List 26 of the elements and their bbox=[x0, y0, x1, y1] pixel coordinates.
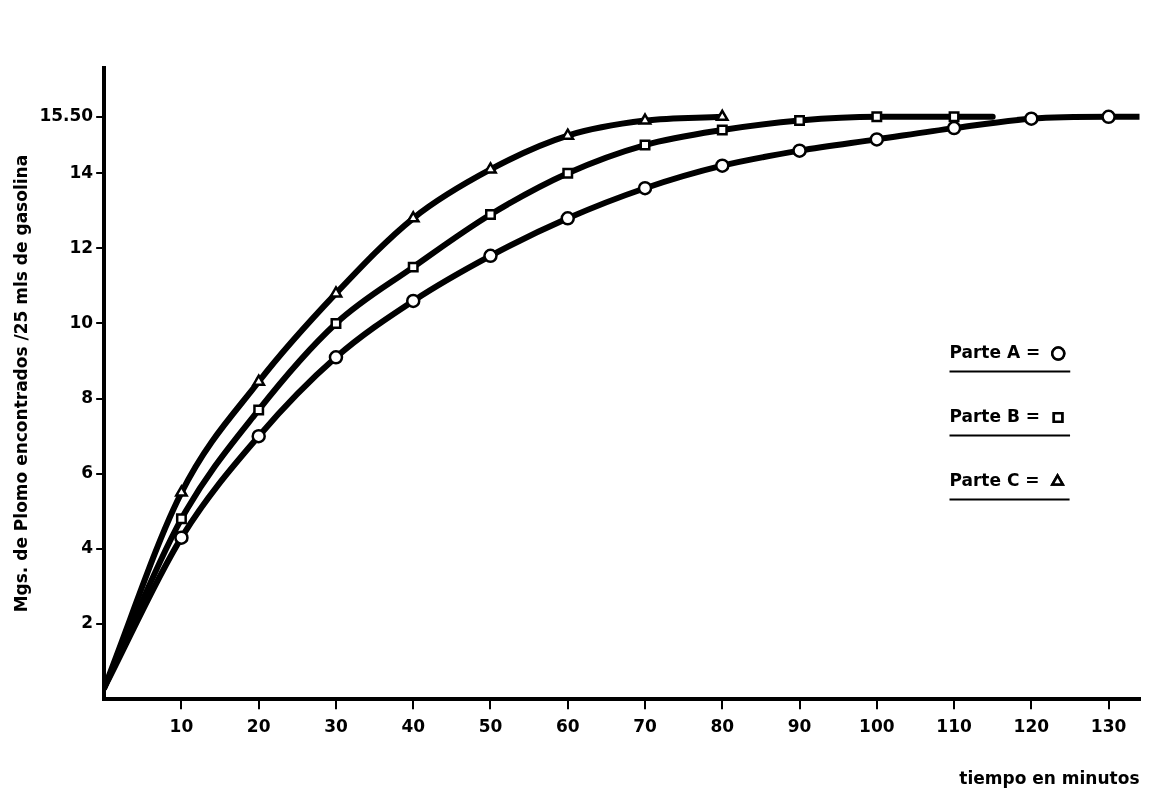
x-tick-label: 40 bbox=[401, 715, 426, 736]
x-tick-label: 90 bbox=[787, 715, 812, 736]
y-tick-label: 2 bbox=[81, 612, 94, 633]
x-tick-label: 10 bbox=[169, 715, 194, 736]
y-tick-label: 8 bbox=[81, 387, 94, 408]
y-tick-label: 4 bbox=[81, 537, 94, 558]
x-tick-label: 70 bbox=[633, 715, 658, 736]
legend-label: Parte C = bbox=[949, 470, 1040, 491]
x-tick-label: 110 bbox=[936, 715, 972, 736]
y-tick-label: 6 bbox=[81, 462, 94, 483]
x-tick-label: 50 bbox=[478, 715, 503, 736]
x-tick-label: 20 bbox=[246, 715, 271, 736]
y-tick-label: 12 bbox=[69, 236, 94, 257]
y-tick-label: 14 bbox=[69, 161, 94, 182]
x-tick-label: 80 bbox=[710, 715, 735, 736]
legend-label: Parte A = bbox=[949, 342, 1041, 363]
x-tick-label: 120 bbox=[1013, 715, 1050, 736]
x-tick-label: 130 bbox=[1090, 715, 1127, 736]
x-tick-label: 60 bbox=[555, 715, 580, 736]
y-axis-title: Mgs. de Plomo encontrados /25 mls de gasolina bbox=[10, 154, 31, 613]
x-tick-label: 100 bbox=[859, 715, 895, 736]
y-tick-label: 15.50 bbox=[39, 105, 94, 126]
y-tick-label: 10 bbox=[69, 311, 94, 332]
x-tick-label: 30 bbox=[324, 715, 348, 736]
x-axis-title: tiempo en minutos bbox=[959, 768, 1140, 789]
legend-label: Parte B = bbox=[949, 406, 1041, 427]
